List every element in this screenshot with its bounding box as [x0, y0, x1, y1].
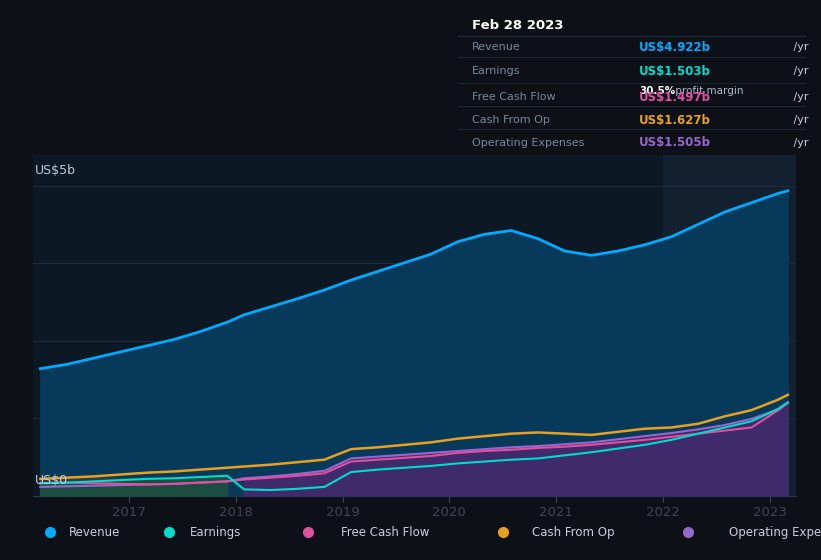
Bar	[663, 155, 796, 496]
Text: Operating Expenses: Operating Expenses	[472, 138, 585, 148]
Text: /yr: /yr	[790, 67, 808, 77]
Text: /yr: /yr	[790, 115, 808, 125]
Text: US$0: US$0	[35, 474, 68, 487]
Text: 30.5%: 30.5%	[639, 86, 676, 96]
Text: US$1.503b: US$1.503b	[639, 65, 711, 78]
Text: US$5b: US$5b	[35, 164, 76, 176]
Text: US$4.922b: US$4.922b	[639, 41, 711, 54]
Text: Revenue: Revenue	[69, 526, 121, 539]
Text: Cash From Op: Cash From Op	[532, 526, 614, 539]
Text: Feb 28 2023: Feb 28 2023	[472, 18, 563, 32]
Text: /yr: /yr	[790, 92, 808, 102]
Text: Operating Expenses: Operating Expenses	[728, 526, 821, 539]
Text: US$1.497b: US$1.497b	[639, 91, 711, 104]
Text: Earnings: Earnings	[190, 526, 241, 539]
Text: Revenue: Revenue	[472, 42, 521, 52]
Text: profit margin: profit margin	[672, 86, 744, 96]
Text: Free Cash Flow: Free Cash Flow	[342, 526, 429, 539]
Text: /yr: /yr	[790, 42, 808, 52]
Text: US$1.505b: US$1.505b	[639, 137, 711, 150]
Text: Cash From Op: Cash From Op	[472, 115, 550, 125]
Text: US$1.627b: US$1.627b	[639, 114, 711, 127]
Text: Earnings: Earnings	[472, 67, 521, 77]
Text: Free Cash Flow: Free Cash Flow	[472, 92, 556, 102]
Text: /yr: /yr	[790, 138, 808, 148]
